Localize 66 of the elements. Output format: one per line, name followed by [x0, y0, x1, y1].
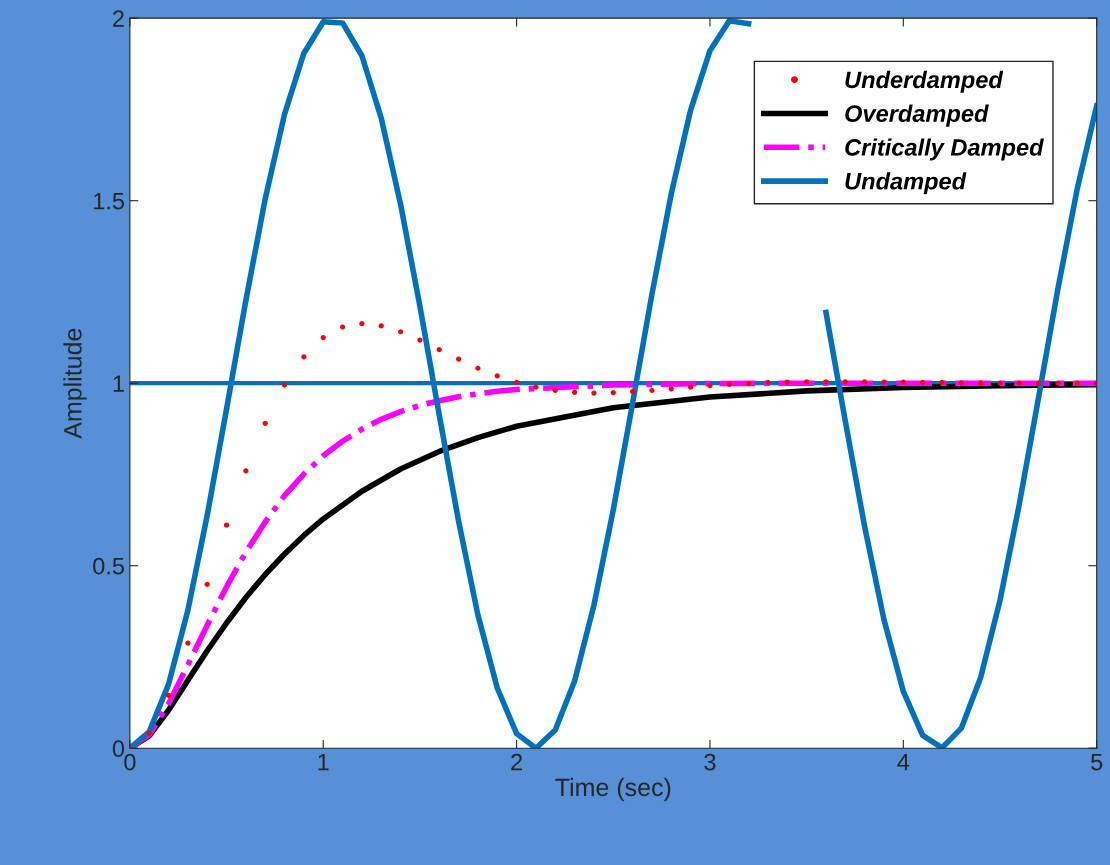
point: [1074, 380, 1080, 386]
point: [146, 730, 152, 736]
point: [378, 323, 384, 329]
point: [610, 390, 616, 396]
point: [881, 379, 887, 385]
point: [649, 387, 655, 394]
point: [784, 379, 790, 385]
point: [204, 581, 210, 587]
point: [726, 381, 732, 387]
point: [436, 347, 442, 353]
point: [862, 379, 868, 385]
y-tick-label: 1: [113, 375, 124, 392]
point: [475, 365, 481, 371]
point: [997, 380, 1003, 386]
y-tick-label: 2: [113, 10, 124, 27]
point: [1036, 380, 1042, 386]
point: [707, 383, 713, 389]
x-tick-label: 1: [318, 753, 329, 771]
point: [572, 389, 578, 395]
point: [165, 692, 172, 698]
point: [823, 379, 829, 385]
point: [320, 334, 326, 341]
point: [339, 324, 346, 330]
legend-label: Critically Damped: [845, 138, 1044, 161]
point: [494, 373, 500, 379]
legend-label: Overdamped: [845, 104, 989, 127]
point: [301, 354, 307, 360]
point: [359, 321, 365, 327]
point: [630, 388, 636, 395]
point: [746, 380, 752, 387]
point: [455, 356, 462, 362]
point: [939, 379, 945, 386]
x-tick-label: 2: [511, 753, 522, 771]
point: [514, 379, 520, 386]
point: [1055, 380, 1061, 386]
point: [978, 380, 984, 386]
y-axis-title: Amplitude: [63, 328, 87, 439]
point: [1016, 380, 1022, 386]
point: [842, 379, 848, 385]
y-tick-label: 1.5: [93, 192, 125, 210]
point: [900, 379, 906, 385]
legend-label: Undamped: [845, 172, 967, 195]
x-tick-label: 3: [704, 753, 716, 771]
point: [223, 522, 230, 528]
point: [417, 337, 423, 343]
point: [591, 390, 597, 396]
x-tick-label: 0: [124, 753, 136, 771]
y-tick-label: 0.5: [93, 557, 125, 575]
point: [804, 379, 810, 385]
point: [765, 379, 771, 386]
point: [533, 384, 539, 390]
x-tick-label: 5: [1091, 753, 1103, 771]
y-tick-label: 0: [112, 740, 125, 758]
point: [281, 382, 288, 388]
x-tick-label: 4: [897, 753, 910, 771]
point: [262, 420, 268, 426]
point: [958, 380, 964, 386]
point: [185, 640, 191, 646]
point: [920, 379, 926, 386]
x-axis-title: Time (sec): [555, 777, 671, 802]
point: [552, 387, 558, 394]
point: [397, 329, 404, 335]
legend-label: Underdamped: [845, 70, 1004, 93]
point: [243, 468, 249, 474]
point: [668, 386, 674, 392]
point: [688, 384, 694, 390]
